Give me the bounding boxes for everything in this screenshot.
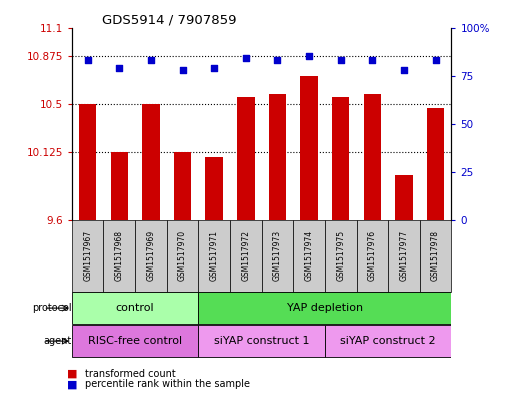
Bar	[199, 292, 451, 324]
Text: GSM1517975: GSM1517975	[336, 230, 345, 281]
Text: GSM1517968: GSM1517968	[115, 230, 124, 281]
Text: agent: agent	[44, 336, 72, 346]
Text: GSM1517977: GSM1517977	[400, 230, 408, 281]
Bar	[420, 220, 451, 292]
Bar	[237, 97, 254, 220]
Bar	[269, 94, 286, 220]
Point	[242, 55, 250, 61]
Text: RISC-free control: RISC-free control	[88, 336, 182, 346]
Text: GSM1517976: GSM1517976	[368, 230, 377, 281]
Text: siYAP construct 2: siYAP construct 2	[340, 336, 436, 346]
Text: GSM1517969: GSM1517969	[146, 230, 155, 281]
Text: percentile rank within the sample: percentile rank within the sample	[85, 379, 250, 389]
Bar	[262, 220, 293, 292]
Bar	[325, 325, 451, 357]
Point	[368, 57, 377, 63]
Point	[84, 57, 92, 63]
Bar	[325, 220, 357, 292]
Point	[431, 57, 440, 63]
Text: GSM1517971: GSM1517971	[210, 230, 219, 281]
Text: GSM1517972: GSM1517972	[241, 230, 250, 281]
Point	[305, 53, 313, 59]
Point	[179, 67, 187, 73]
Bar	[230, 220, 262, 292]
Text: GSM1517973: GSM1517973	[273, 230, 282, 281]
Point	[210, 65, 219, 71]
Point	[147, 57, 155, 63]
Bar	[364, 94, 381, 220]
Bar	[199, 220, 230, 292]
Bar	[72, 292, 199, 324]
Text: GSM1517978: GSM1517978	[431, 230, 440, 281]
Bar	[79, 104, 96, 220]
Text: transformed count: transformed count	[85, 369, 175, 379]
Bar	[427, 108, 444, 220]
Bar	[332, 97, 349, 220]
Bar	[142, 104, 160, 220]
Text: protocol: protocol	[32, 303, 72, 313]
Point	[337, 57, 345, 63]
Text: ■: ■	[67, 379, 77, 389]
Bar	[174, 152, 191, 220]
Text: GDS5914 / 7907859: GDS5914 / 7907859	[102, 13, 236, 26]
Point	[273, 57, 282, 63]
Bar	[357, 220, 388, 292]
Text: control: control	[116, 303, 154, 313]
Bar	[293, 220, 325, 292]
Bar	[72, 325, 199, 357]
Text: GSM1517970: GSM1517970	[178, 230, 187, 281]
Text: GSM1517967: GSM1517967	[83, 230, 92, 281]
Bar	[396, 175, 412, 220]
Bar	[388, 220, 420, 292]
Bar	[104, 220, 135, 292]
Bar	[111, 152, 128, 220]
Text: siYAP construct 1: siYAP construct 1	[214, 336, 309, 346]
Bar	[135, 220, 167, 292]
Bar	[72, 220, 104, 292]
Bar	[199, 325, 325, 357]
Text: ■: ■	[67, 369, 77, 379]
Point	[115, 65, 124, 71]
Text: GSM1517974: GSM1517974	[305, 230, 313, 281]
Bar	[301, 76, 318, 220]
Bar	[167, 220, 199, 292]
Point	[400, 67, 408, 73]
Text: YAP depletion: YAP depletion	[287, 303, 363, 313]
Bar	[206, 157, 223, 220]
